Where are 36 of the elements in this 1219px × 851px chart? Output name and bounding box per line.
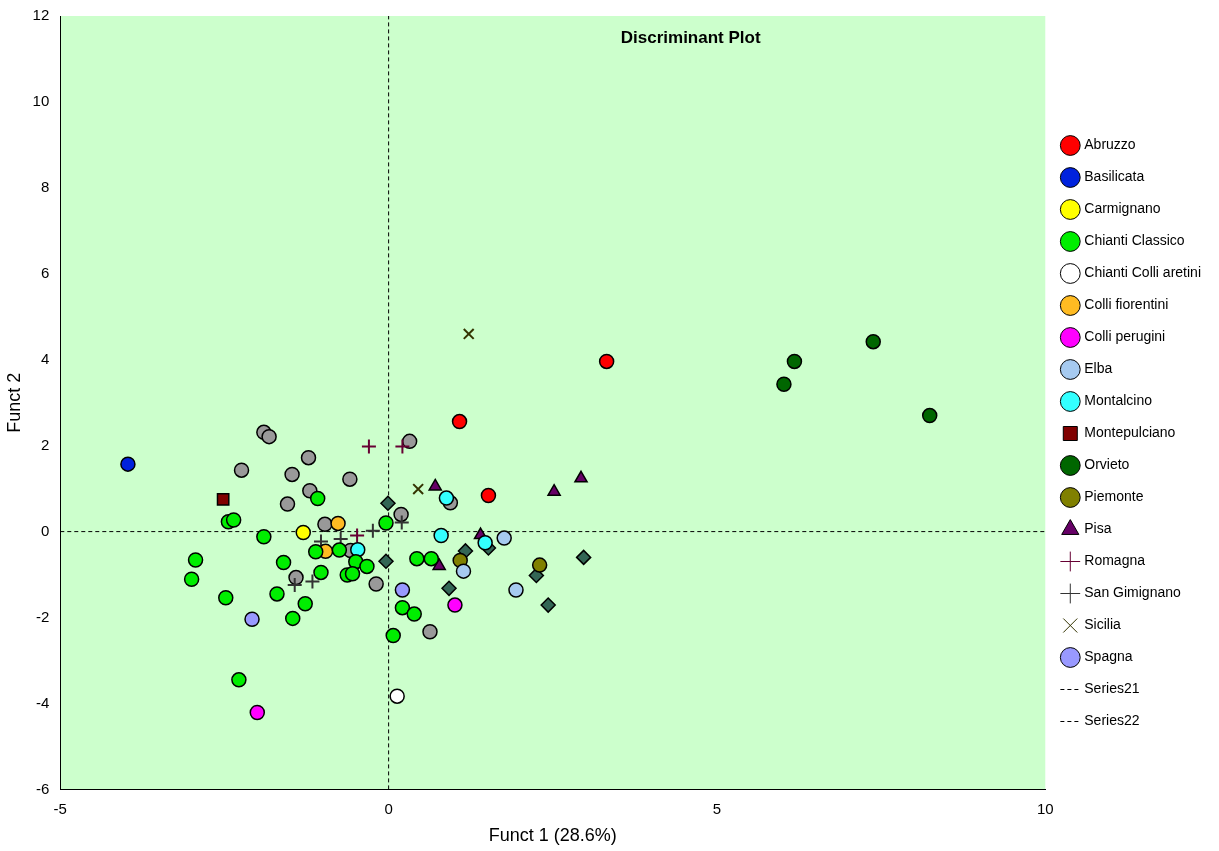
x-tick-label: 0 <box>384 799 393 817</box>
legend-label: Colli fiorentini <box>1084 296 1169 313</box>
y-tick-label: 8 <box>40 178 50 196</box>
legend-label: Sicilia <box>1084 616 1122 633</box>
y-tick-label: -4 <box>35 693 50 711</box>
legend-label: Orvieto <box>1084 456 1130 473</box>
legend-label: Colli perugini <box>1084 328 1166 345</box>
legend-label: Chianti Classico <box>1084 232 1185 249</box>
x-tick-label: -5 <box>53 799 67 817</box>
y-axis-title: Funct 2 <box>3 372 24 433</box>
x-axis-title: Funct 1 (28.6%) <box>488 825 617 846</box>
y-tick-label: 12 <box>32 6 50 24</box>
legend-label: Abruzzo <box>1084 136 1136 153</box>
legend-label: Chianti Colli aretini <box>1084 264 1201 281</box>
y-tick-label: 0 <box>40 521 50 539</box>
legend-label: Elba <box>1084 360 1113 377</box>
legend-label: Carmignano <box>1084 200 1161 217</box>
legend-label: Basilicata <box>1084 168 1145 185</box>
x-tick-label: 5 <box>712 799 722 817</box>
y-tick-label: 2 <box>40 435 50 453</box>
legend-label: Piemonte <box>1084 488 1144 505</box>
y-tick-label: 4 <box>40 349 50 367</box>
legend-label: Spagna <box>1084 648 1133 665</box>
legend-label: Romagna <box>1084 552 1146 569</box>
legend-label: Pisa <box>1084 520 1112 537</box>
y-tick-label: -2 <box>35 607 50 625</box>
legend-label: Montalcino <box>1084 392 1153 409</box>
y-tick-label: 10 <box>32 92 50 110</box>
y-tick-label: -6 <box>35 779 50 797</box>
x-tick-label: 10 <box>1036 799 1054 817</box>
legend-label: San Gimignano <box>1084 584 1181 601</box>
text: Discriminant Plot <box>620 28 761 48</box>
legend-label: Series22 <box>1084 712 1140 729</box>
legend-label: Series21 <box>1084 680 1140 697</box>
y-tick-label: 6 <box>40 263 50 281</box>
legend-label: Montepulciano <box>1084 424 1176 441</box>
